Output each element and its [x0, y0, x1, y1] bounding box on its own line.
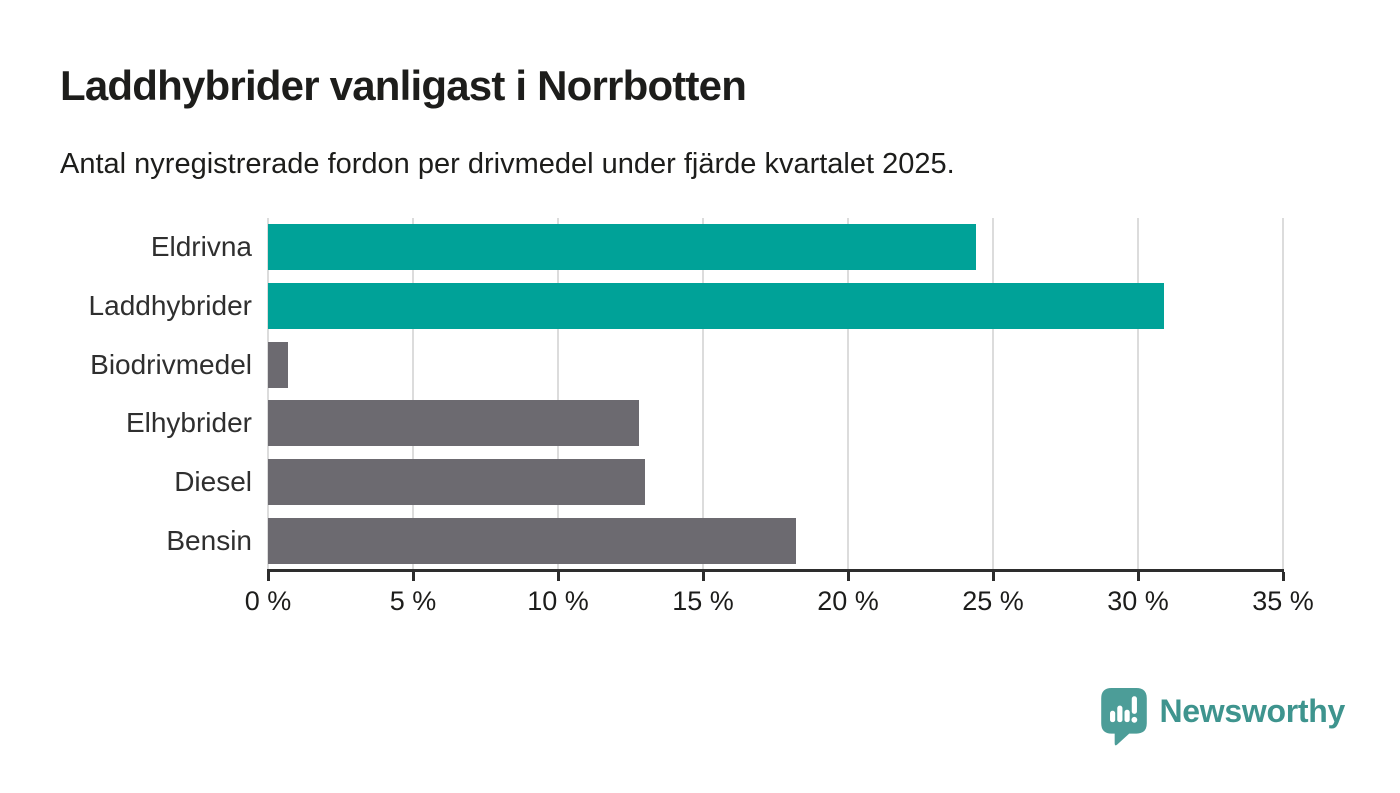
category-label: Laddhybrider	[88, 290, 252, 321]
gridline	[1282, 218, 1284, 570]
newsworthy-logo[interactable]: Newsworthy	[1100, 688, 1346, 746]
x-axis-line	[267, 569, 1284, 572]
bar-eldrivna	[268, 224, 976, 271]
x-axis-tick	[556, 572, 560, 581]
x-axis-tick	[411, 572, 415, 581]
gridline	[412, 218, 414, 570]
x-axis-tick-label: 0 %	[244, 586, 292, 616]
chart-title: Laddhybrider vanligast i Norrbotten	[60, 62, 747, 109]
x-axis-tick	[266, 572, 270, 581]
x-axis-tick-label: 30 %	[1107, 586, 1169, 616]
gridline	[992, 218, 994, 570]
x-axis-tick	[1136, 572, 1140, 581]
bar-row	[268, 218, 1283, 277]
bar-bensin	[268, 517, 796, 564]
gridline	[557, 218, 559, 570]
gridlines	[267, 218, 1284, 570]
x-axis-tick-label: 10 %	[527, 586, 589, 616]
category-labels: Eldrivna Laddhybrider Biodrivmedel Elhybrid…	[0, 218, 252, 570]
category-label: Diesel	[174, 466, 252, 498]
gridline	[1137, 218, 1139, 570]
x-axis-tick-label: 15 %	[672, 586, 734, 616]
x-axis-tick-label: 35 %	[1252, 586, 1314, 616]
x-axis-tick-labels: 0 % 5 % 10 % 15 % 20 % 25 % 30 % 35 %	[245, 586, 1314, 618]
plot-area	[267, 218, 1284, 570]
x-axis-ticks	[266, 572, 1285, 581]
x-axis-tick	[1281, 572, 1285, 581]
x-axis-tick	[846, 572, 850, 581]
category-label: Elhybrider	[125, 407, 252, 439]
bar-biodrivmedel	[268, 341, 289, 388]
gridline	[702, 218, 704, 570]
bar-row	[268, 511, 1283, 570]
bar-row	[268, 277, 1283, 336]
gridline	[267, 218, 269, 570]
category-label: Bensin	[166, 524, 252, 556]
bar-elhybrider	[268, 400, 640, 447]
category-label: Biodrivmedel	[90, 348, 252, 380]
x-axis-tick-label: 20 %	[817, 586, 879, 616]
x-axis-tick	[991, 572, 995, 581]
x-axis-tick-label: 5 %	[389, 586, 437, 616]
x-axis-tick	[701, 572, 705, 581]
x-axis-tick-label: 25 %	[962, 586, 1024, 616]
bar-row	[268, 335, 1283, 394]
bar-row	[268, 394, 1283, 453]
newsworthy-logo-icon	[1100, 688, 1147, 746]
bar-row	[268, 453, 1283, 512]
newsworthy-logo-text: Newsworthy	[1159, 693, 1346, 729]
bar-rows	[268, 218, 1283, 570]
gridline	[847, 218, 849, 570]
chart-subtitle: Antal nyregistrerade fordon per drivmede…	[60, 148, 955, 180]
bar-diesel	[268, 459, 645, 506]
category-label: Eldrivna	[150, 231, 252, 263]
bar-laddhybrider	[268, 283, 1165, 329]
